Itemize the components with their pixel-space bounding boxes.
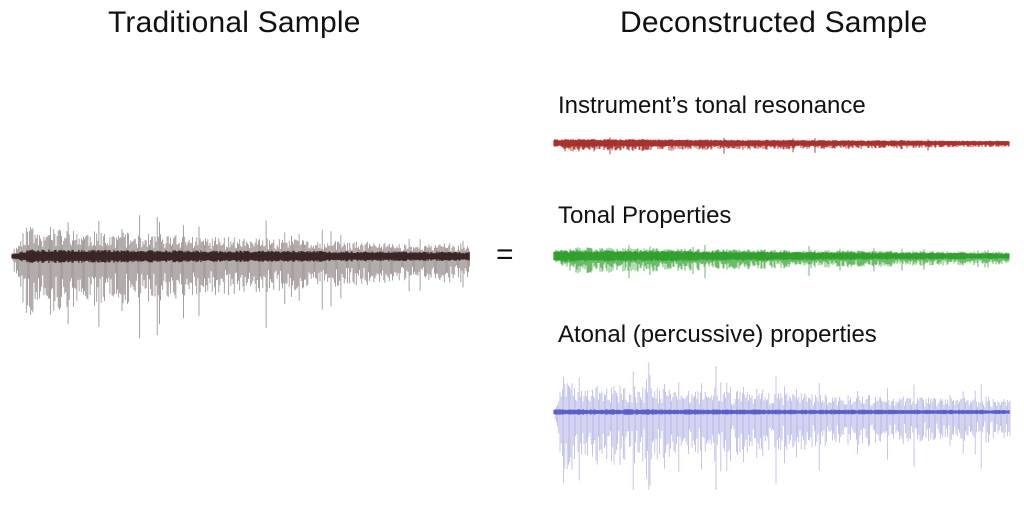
deconstructed-sample-heading: Deconstructed Sample xyxy=(620,6,928,39)
traditional-sample-waveform xyxy=(11,215,470,339)
atonal-properties-label: Atonal (percussive) properties xyxy=(558,321,877,348)
traditional-sample-heading: Traditional Sample xyxy=(108,6,361,39)
tonal-properties-waveform xyxy=(553,244,1010,279)
atonal-properties-waveform xyxy=(553,362,1011,490)
tonal-resonance-waveform xyxy=(553,137,1010,155)
tonal-resonance-label: Instrument’s tonal resonance xyxy=(558,92,866,119)
equals-sign: = xyxy=(496,238,514,271)
tonal-properties-label: Tonal Properties xyxy=(558,202,732,229)
